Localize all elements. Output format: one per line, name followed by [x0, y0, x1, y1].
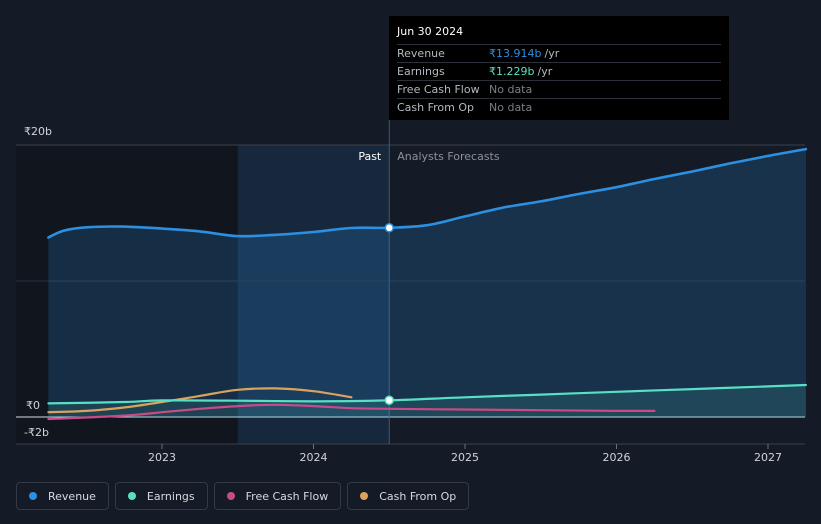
- tooltip-row-value: ₹1.229b: [489, 65, 535, 78]
- y-tick-label: ₹0: [26, 399, 40, 412]
- cash_from_op-line: [47, 387, 353, 414]
- free_cash_flow-line: [47, 403, 656, 421]
- earnings-area: [48, 385, 806, 417]
- x-tick-label: 2024: [300, 451, 328, 464]
- revenue-line: [47, 147, 808, 239]
- tooltip-row: Free Cash Flow No data: [397, 80, 721, 98]
- legend-item-label: Revenue: [48, 489, 96, 503]
- tooltip: Jun 30 2024 Revenue ₹13.914b/yr Earnings ₹1…: [389, 16, 729, 120]
- legend-dot-icon: [360, 492, 369, 500]
- legend-dot-icon: [226, 492, 235, 500]
- legend-item-label: Earnings: [146, 489, 195, 503]
- earnings-line: [47, 383, 807, 405]
- tooltip-row-value: ₹13.914b: [489, 47, 542, 60]
- legend-item-earnings[interactable]: Earnings: [114, 482, 208, 510]
- tooltip-row-unit: /yr: [537, 65, 553, 78]
- x-tick-label: 2026: [603, 451, 631, 464]
- legend-item-revenue[interactable]: Revenue: [16, 482, 109, 510]
- tooltip-row-label: Cash From Op: [397, 101, 475, 114]
- tooltip-row-value: No data: [489, 101, 533, 114]
- tooltip-row-value: No data: [489, 83, 533, 96]
- legend: Revenue Earnings Free Cash Flow Cash From O…: [16, 482, 470, 510]
- past-region-bg: [16, 145, 238, 444]
- legend-dot-icon: [127, 492, 136, 500]
- tooltip-row: Cash From Op No data: [397, 98, 721, 116]
- tooltip-row-unit: /yr: [544, 47, 560, 60]
- forecast-label: Analysts Forecasts: [397, 150, 500, 163]
- tooltip-row-label: Revenue: [397, 47, 445, 60]
- tooltip-row: Revenue ₹13.914b/yr: [397, 44, 721, 62]
- revenue-area: [48, 149, 806, 417]
- tooltip-row-label: Free Cash Flow: [397, 83, 480, 96]
- x-tick-label: 2023: [148, 451, 176, 464]
- tooltip-row: Earnings ₹1.229b/yr: [397, 62, 721, 80]
- legend-item-label: Cash From Op: [379, 489, 457, 503]
- legend-item-cash-from-op[interactable]: Cash From Op: [347, 482, 470, 510]
- tooltip-row-label: Earnings: [397, 65, 445, 78]
- highlight-region-bg: [237, 145, 390, 444]
- x-tick-label: 2027: [754, 451, 782, 464]
- revenue-marker: [384, 223, 394, 233]
- earnings-marker: [384, 395, 394, 406]
- x-tick-label: 2025: [451, 451, 479, 464]
- y-tick-label: ₹20b: [24, 125, 52, 138]
- legend-item-free-cash-flow[interactable]: Free Cash Flow: [213, 482, 342, 510]
- tooltip-date: Jun 30 2024: [397, 25, 464, 38]
- legend-item-label: Free Cash Flow: [245, 489, 329, 503]
- y-tick-label: -₹2b: [24, 426, 49, 439]
- past-label: Past: [358, 150, 382, 163]
- legend-dot-icon: [29, 492, 37, 500]
